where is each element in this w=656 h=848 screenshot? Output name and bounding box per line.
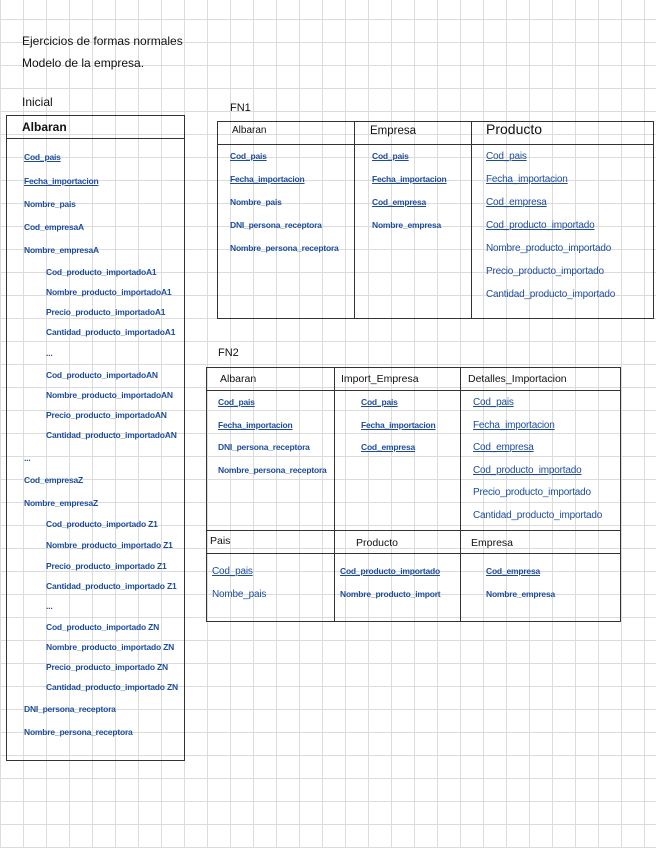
divider <box>6 138 185 139</box>
field-item: Nombre_producto_import <box>340 589 441 599</box>
field-item: Fecha_importacion <box>230 174 305 184</box>
field-item: Cod_producto_importado ZN <box>46 622 160 632</box>
field-item: Nombre_persona_receptora <box>24 727 133 737</box>
fn1-table-title: Albaran <box>232 125 267 136</box>
note-subtitle: Modelo de la empresa. <box>22 56 145 70</box>
field-item: Fecha_importacion <box>361 419 436 430</box>
fn2-table-title: Producto <box>356 537 399 549</box>
fn2-table-title: Empresa <box>471 537 514 549</box>
field-item: Precio_producto_importado ZN <box>46 662 168 672</box>
field-item: Nombre_empresa <box>372 220 442 230</box>
field-item: Cod_empresa <box>486 197 547 208</box>
divider <box>206 390 621 391</box>
fn2-table-title: Import_Empresa <box>341 373 419 385</box>
field-item: Cod_pais <box>361 397 398 407</box>
field-item: ... <box>24 453 31 463</box>
field-item: Cod_producto_importado <box>486 220 595 231</box>
field-item: Precio_producto_importado <box>473 487 591 498</box>
field-item: Precio_producto_importado <box>486 266 604 277</box>
fn1-table-title: Producto <box>486 121 543 137</box>
field-item: Nombre_empresa <box>486 589 556 599</box>
fn1-table-title: Empresa <box>370 125 417 137</box>
fn2-table-frame <box>206 367 621 622</box>
inicial-table-title: Albaran <box>22 120 67 134</box>
field-item: Fecha_importacion <box>486 174 568 185</box>
field-item: Nombre_persona_receptora <box>230 243 339 253</box>
divider <box>354 121 355 319</box>
inicial-table <box>6 115 185 761</box>
field-item: Cantidad_producto_importado <box>486 289 616 300</box>
field-item: Cantidad_producto_importadoA1 <box>46 327 176 337</box>
field-item: Cantidad_producto_importado ZN <box>46 682 178 692</box>
field-item: Cod_pais <box>372 151 409 161</box>
note-title: Ejercicios de formas normales <box>22 34 183 48</box>
field-item: DNI_persona_receptora <box>218 442 310 452</box>
field-item: Fecha_importacion <box>473 419 555 431</box>
inicial-label: Inicial <box>22 95 53 109</box>
fn2-table-title: Detalles_Importacion <box>468 373 567 385</box>
field-item: Nombre_producto_importadoAN <box>46 390 173 400</box>
field-item: Nombre_producto_importado ZN <box>46 642 175 652</box>
field-item: Cod_producto_importadoA1 <box>46 267 157 277</box>
divider <box>460 367 461 622</box>
field-item: Nombre_pais <box>24 199 76 209</box>
field-item: Cod_pais <box>486 151 527 162</box>
field-item: Nombre_producto_importadoA1 <box>46 287 172 297</box>
field-item: Nombre_producto_importado <box>486 243 612 254</box>
field-item: Precio_producto_importadoAN <box>46 410 167 420</box>
field-item: Cod_empresaZ <box>24 475 84 485</box>
fn2-label: FN2 <box>218 347 239 359</box>
fn2-table-title: Pais <box>210 535 231 547</box>
field-item: Cod_producto_importado <box>340 566 440 576</box>
field-item: Cod_pais <box>218 397 255 407</box>
field-item: Cod_empresa <box>361 442 416 452</box>
divider <box>334 367 335 622</box>
field-item: Cod_pais <box>212 566 253 577</box>
field-item: Nombre_empresaZ <box>24 498 99 508</box>
fn2-table-title: Albaran <box>220 373 257 385</box>
field-item: Fecha_importacion <box>218 419 293 430</box>
fn1-table-frame <box>217 121 654 319</box>
field-item: Fecha_importacion <box>372 174 447 184</box>
field-item: Cantidad_producto_importado <box>473 509 603 521</box>
field-item: Cod_pais <box>473 397 514 408</box>
field-item: Cantidad_producto_importado Z1 <box>46 581 177 591</box>
divider <box>217 144 654 145</box>
divider <box>206 553 621 554</box>
field-item: Nombre_empresaA <box>24 245 99 255</box>
divider <box>471 121 472 319</box>
field-item: Cantidad_producto_importadoAN <box>46 430 177 440</box>
field-item: Cod_empresa <box>473 442 534 453</box>
field-item: Cod_pais <box>24 152 61 162</box>
field-item: Nombre_pais <box>230 197 282 207</box>
field-item: Cod_pais <box>230 151 267 161</box>
field-item: Fecha_importacion <box>24 176 99 186</box>
field-item: Nombre_producto_importado Z1 <box>46 540 173 550</box>
field-item: Nombre_persona_receptora <box>218 464 327 475</box>
field-item: Precio_producto_importado Z1 <box>46 561 167 571</box>
field-item: ... <box>46 348 53 358</box>
fn1-label: FN1 <box>230 102 251 114</box>
field-item: Cod_producto_importado <box>473 464 582 476</box>
field-item: Cod_producto_importado Z1 <box>46 519 158 529</box>
field-item: Cod_empresaA <box>24 222 84 232</box>
field-item: DNI_persona_receptora <box>24 704 116 714</box>
field-item: Precio_producto_importadoA1 <box>46 307 166 317</box>
field-item: Nombe_pais <box>212 589 267 600</box>
field-item: DNI_persona_receptora <box>230 220 322 230</box>
field-item: Cod_producto_importadoAN <box>46 370 158 380</box>
field-item: Cod_empresa <box>372 197 427 207</box>
divider <box>206 530 621 531</box>
field-item: Cod_empresa <box>486 566 541 576</box>
field-item: ... <box>46 601 53 611</box>
